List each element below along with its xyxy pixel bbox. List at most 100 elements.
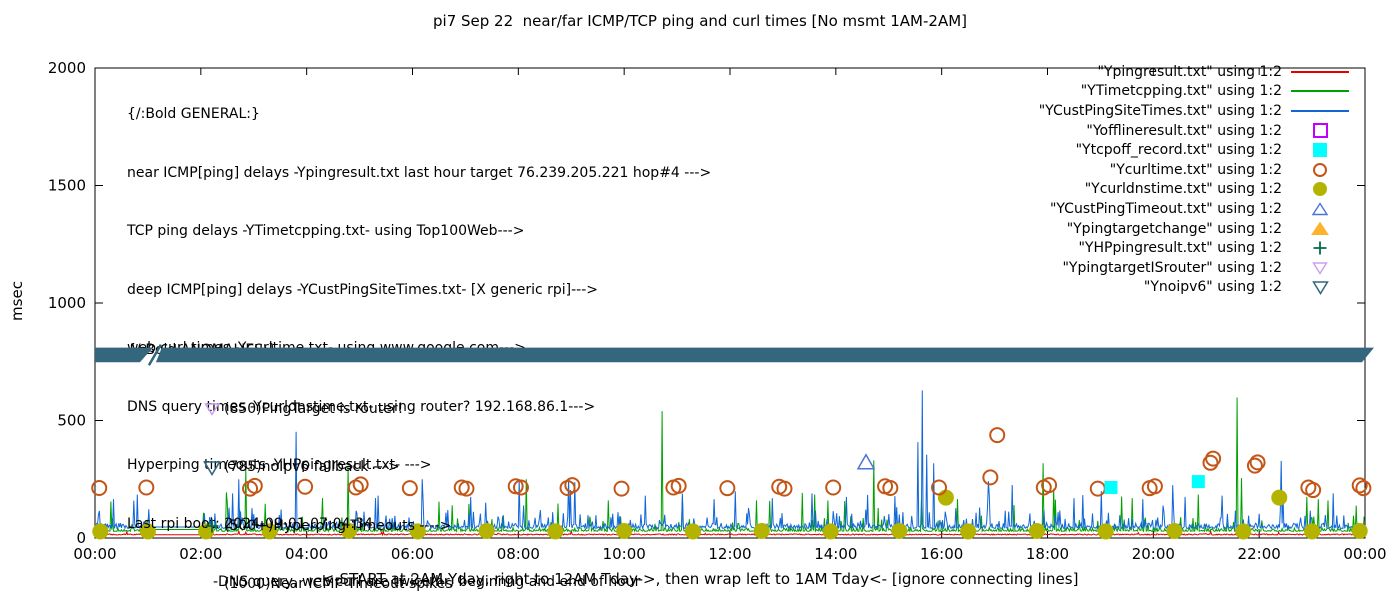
general-line: deep ICMP[ping] delays -YCustPingSiteTim…	[127, 281, 598, 298]
legend-row: "YHPpingresult.txt" using 1:2	[1039, 238, 1358, 258]
blue-open-triangle-icon	[1282, 202, 1358, 216]
teal-down-triangle-icon	[203, 460, 221, 476]
anomaly-text: (1000)Near ICMP Timeout spikes	[224, 576, 453, 592]
dns-marker	[684, 523, 701, 540]
plot-legend: "Ypingresult.txt" using 1:2 "YTimetcppin…	[1039, 62, 1358, 297]
tcp-ping-line	[94, 397, 1365, 534]
curl-marker	[297, 478, 314, 495]
curl-marker	[1355, 480, 1372, 497]
curl-marker	[138, 479, 155, 496]
green-plus-icon	[203, 518, 221, 534]
legend-label: "YCustPingSiteTimes.txt" using 1:2	[1038, 102, 1282, 119]
tcpoff-marker	[1191, 475, 1205, 489]
curl-marker	[1146, 478, 1163, 495]
dns-marker	[1235, 523, 1252, 540]
x-tick-label: 08:00	[497, 545, 540, 563]
deep-icmp-line	[94, 390, 1365, 531]
dns-marker	[1351, 522, 1368, 539]
legend-row: "YTimetcpping.txt" using 1:2	[1039, 82, 1358, 102]
green-plus-icon	[1282, 240, 1358, 256]
general-line: near ICMP[ping] delays -Ypingresult.txt …	[127, 164, 712, 181]
x-tick-label: 18:00	[1026, 545, 1069, 563]
legend-label: "YHPpingresult.txt" using 1:2	[1078, 240, 1282, 257]
anomaly-text: (785)noIpv6 fallback --->	[224, 459, 400, 475]
curl-marker	[613, 480, 630, 497]
legend-row: "YpingtargetISrouter" using 1:2	[1039, 258, 1358, 278]
blue-line-sample-icon	[1282, 109, 1358, 112]
x-tick-label: 04:00	[285, 545, 328, 563]
teal-down-triangle-icon	[1282, 280, 1358, 295]
curl-marker	[882, 479, 899, 496]
curl-marker	[564, 477, 581, 494]
cyan-filled-square-icon	[1282, 143, 1358, 158]
dns-marker	[1166, 522, 1183, 539]
general-line: {/:Bold GENERAL:}	[127, 106, 260, 122]
anomaly-text: (850)PingTarget is router!	[224, 400, 404, 417]
legend-label: "Ycurldnstime.txt" using 1:2	[1084, 181, 1282, 198]
deep-icmp-timeout-marker	[856, 453, 876, 470]
chart-title: pi7 Sep 22 near/far ICMP/TCP ping and cu…	[433, 12, 967, 30]
dns-marker	[616, 522, 633, 539]
green-line-sample-icon	[1282, 90, 1358, 93]
x-tick-label: 06:00	[391, 545, 434, 563]
general-line: Last rpi boot: 2024-09-01 07:04:34	[127, 515, 373, 532]
orange-filled-triangle-icon	[1282, 221, 1358, 236]
line-series	[94, 390, 1365, 537]
violet-down-triangle-icon	[1282, 261, 1358, 275]
legend-row: "Ypingtargetchange" using 1:2	[1039, 219, 1358, 239]
y-axis-label: msec	[8, 281, 26, 321]
legend-label: "Ytcpoff_record.txt" using 1:2	[1075, 142, 1282, 159]
anomaly-row: (1000)Near ICMP Timeout spikes	[127, 575, 453, 595]
legend-label: "YpingtargetISrouter" using 1:2	[1062, 259, 1282, 276]
curl-marker	[719, 480, 736, 497]
legend-row: "Ynoipv6" using 1:2	[1039, 278, 1358, 298]
general-line: TCP ping delays -YTimetcpping.txt- using…	[127, 223, 525, 239]
x-tick-label: 00:00	[1343, 545, 1386, 563]
curl-marker	[776, 480, 793, 497]
dns-marker	[822, 523, 839, 540]
general-line: DNS query times -Ycurldnstime.txt- using…	[127, 398, 596, 415]
legend-row: "Ycurltime.txt" using 1:2	[1039, 160, 1358, 180]
anomalies-text-block: {/:Bold ANOMALIES:} (850)PingTarget is r…	[127, 302, 453, 600]
legend-row: "Ytcpoff_record.txt" using 1:2	[1039, 140, 1358, 160]
dns-marker	[1097, 523, 1114, 540]
dns-marker	[139, 523, 156, 540]
legend-row: "YCustPingSiteTimes.txt" using 1:2	[1039, 101, 1358, 121]
red-line-sample-icon	[1282, 70, 1358, 73]
y-tick-label: 1500	[48, 177, 86, 195]
curl-marker	[1246, 457, 1263, 474]
dns-marker	[1271, 489, 1288, 506]
legend-label: "Ypingtargetchange" using 1:2	[1066, 220, 1282, 237]
dns-marker	[937, 489, 954, 506]
curl-marker	[512, 479, 529, 496]
legend-row: "YCustPingTimeout.txt" using 1:2	[1039, 199, 1358, 219]
curl-marker	[670, 477, 687, 494]
anomaly-row: (850)PingTarget is router!	[127, 400, 453, 420]
curl-marker	[1205, 450, 1222, 467]
curl-marker	[1089, 480, 1106, 497]
x-tick-label: 10:00	[603, 545, 646, 563]
y-tick-label: 0	[76, 529, 86, 547]
legend-row: "Ypingresult.txt" using 1:2	[1039, 62, 1358, 82]
curl-marker	[91, 479, 108, 496]
curl-marker	[246, 477, 263, 494]
legend-label: "Ynoipv6" using 1:2	[1143, 279, 1282, 296]
general-text-block: {/:Bold GENERAL:} near ICMP[ping] delays…	[127, 66, 711, 600]
anomaly-row: {/:Bold ANOMALIES:}	[127, 341, 453, 361]
tcpoff-marker	[1104, 480, 1118, 494]
violet-down-triangle-icon	[203, 402, 221, 417]
curl-marker	[931, 479, 948, 496]
curl-marker	[982, 469, 999, 486]
x-tick-label: 14:00	[814, 545, 857, 563]
dns-marker	[198, 523, 215, 540]
curl-marker	[825, 479, 842, 496]
curl-marker	[1305, 482, 1322, 499]
y-tick-label: 1000	[48, 294, 86, 312]
x-tick-label: 22:00	[1238, 545, 1281, 563]
legend-label: "Yofflineresult.txt" using 1:2	[1086, 122, 1282, 139]
scatter-markers	[91, 427, 1372, 540]
curl-marker	[1249, 454, 1266, 471]
magenta-open-square-icon	[1282, 123, 1358, 139]
anomaly-row: (500+)Hyperping Timeouts ---->	[127, 517, 453, 537]
legend-label: "YCustPingTimeout.txt" using 1:2	[1049, 200, 1282, 217]
